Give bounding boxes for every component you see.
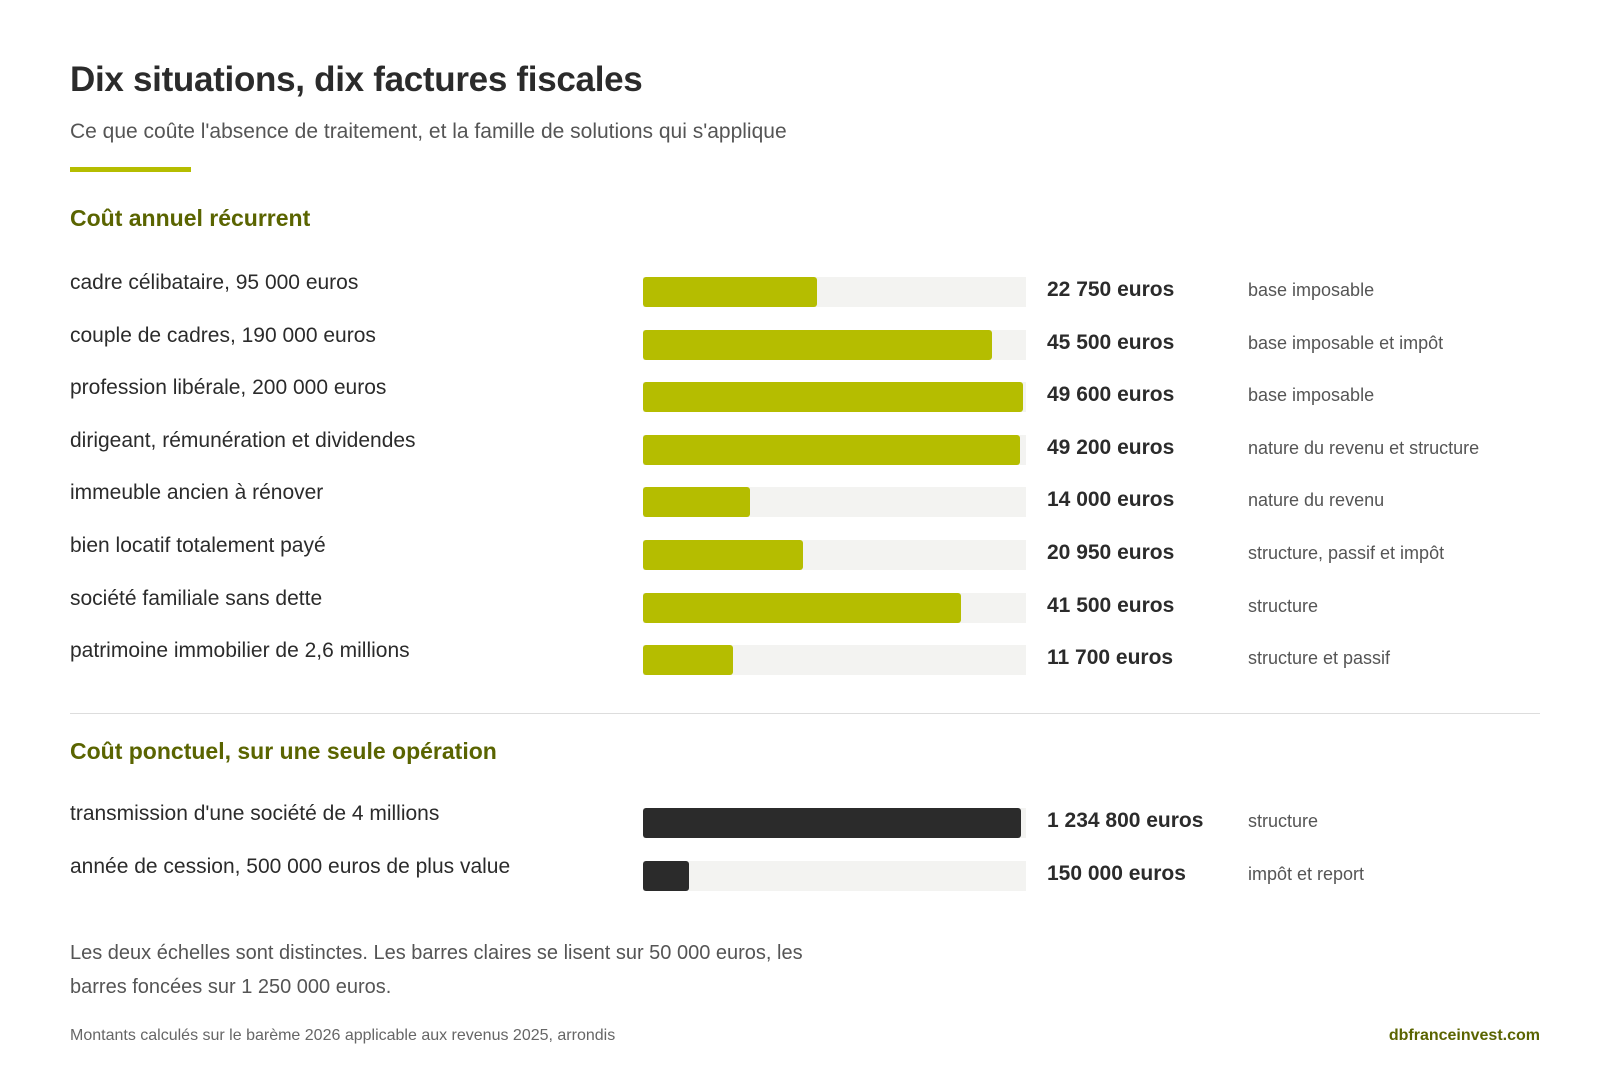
bar — [643, 593, 961, 623]
bar-track — [643, 861, 1026, 891]
solution-family-note: nature du revenu et structure — [1248, 438, 1480, 458]
solution-family-note: structure — [1248, 596, 1319, 616]
bar-label: patrimoine immobilier de 2,6 millions — [70, 639, 410, 662]
bar-track — [643, 487, 1026, 517]
bar-value-label: 14 000 euros — [1047, 488, 1175, 511]
bar-label: société familiale sans dette — [70, 587, 323, 610]
bar — [643, 540, 804, 570]
bar — [643, 808, 1022, 838]
bar-row-recurring: cadre célibataire, 95 000 euros 22 750 eu… — [0, 271, 1600, 307]
solution-family-note: structure et passif — [1248, 648, 1391, 668]
footnote: Montants calculés sur le barème 2026 app… — [70, 1027, 616, 1044]
bar-value-label: 41 500 euros — [1047, 594, 1175, 617]
solution-family-note: structure — [1248, 811, 1319, 831]
solution-family-note: nature du revenu — [1248, 490, 1385, 510]
scale-note: Les deux échelles sont distinctes. Les b… — [70, 942, 803, 998]
bar-value-label: 20 950 euros — [1047, 541, 1175, 564]
bar-row-one-off: année de cession, 500 000 euros de plus … — [0, 855, 1600, 891]
bar-track — [643, 540, 1026, 570]
section-divider — [70, 713, 1540, 714]
bar-track — [643, 808, 1026, 838]
bar-row-recurring: dirigeant, rémunération et dividendes 49 … — [0, 429, 1600, 465]
bar-label: bien locatif totalement payé — [70, 534, 326, 557]
bar-track — [643, 382, 1026, 412]
brand-link[interactable]: dbfranceinvest.com — [1388, 1027, 1540, 1044]
bar-label: cadre célibataire, 95 000 euros — [70, 271, 359, 294]
bar — [643, 645, 733, 675]
solution-family-note: structure, passif et impôt — [1248, 543, 1445, 563]
bar-value-label: 150 000 euros — [1047, 862, 1186, 885]
solution-family-note: base imposable et impôt — [1248, 333, 1444, 353]
solution-family-note: base imposable — [1248, 385, 1375, 405]
bar-track — [643, 645, 1026, 675]
accent-line — [70, 167, 191, 172]
bar — [643, 435, 1020, 465]
bar-value-label: 45 500 euros — [1047, 331, 1175, 354]
bar-track — [643, 435, 1026, 465]
bar-label: année de cession, 500 000 euros de plus … — [70, 855, 511, 878]
bar — [643, 330, 992, 360]
bar-track — [643, 330, 1026, 360]
bar-row-recurring: immeuble ancien à rénover 14 000 euros nat… — [0, 481, 1600, 517]
bar-value-label: 1 234 800 euros — [1047, 809, 1204, 832]
solution-family-note: base imposable — [1248, 280, 1375, 300]
bar-row-recurring: couple de cadres, 190 000 euros 45 500 eu… — [0, 324, 1600, 360]
bar-track — [643, 593, 1026, 623]
bar-value-label: 49 200 euros — [1047, 436, 1175, 459]
bar-label: couple de cadres, 190 000 euros — [70, 324, 376, 347]
bar — [643, 487, 751, 517]
bar-track — [643, 277, 1026, 307]
bar-value-label: 49 600 euros — [1047, 383, 1175, 406]
bar-value-label: 22 750 euros — [1047, 278, 1175, 301]
page-subtitle: Ce que coûte l'absence de traitement, et… — [70, 120, 787, 143]
bar-row-recurring: bien locatif totalement payé 20 950 euros… — [0, 534, 1600, 570]
section-title-one-off: Coût ponctuel, sur une seule opération — [70, 738, 497, 764]
bar — [643, 861, 689, 891]
bar-label: profession libérale, 200 000 euros — [70, 376, 387, 399]
bar-label: transmission d'une société de 4 millions — [70, 802, 440, 825]
solution-family-note: impôt et report — [1248, 864, 1365, 884]
bar — [643, 382, 1023, 412]
bar-label: dirigeant, rémunération et dividendes — [70, 429, 416, 452]
bar-row-recurring: profession libérale, 200 000 euros 49 600… — [0, 376, 1600, 412]
section-title-recurring: Coût annuel récurrent — [70, 205, 311, 231]
bar-row-recurring: patrimoine immobilier de 2,6 millions 11 … — [0, 639, 1600, 675]
page-title: Dix situations, dix factures fiscales — [70, 60, 643, 99]
bar-label: immeuble ancien à rénover — [70, 481, 324, 504]
bar-row-recurring: société familiale sans dette 41 500 euros… — [0, 587, 1600, 623]
bar — [643, 277, 818, 307]
bar-row-one-off: transmission d'une société de 4 millions… — [0, 802, 1600, 838]
bar-value-label: 11 700 euros — [1047, 646, 1174, 669]
